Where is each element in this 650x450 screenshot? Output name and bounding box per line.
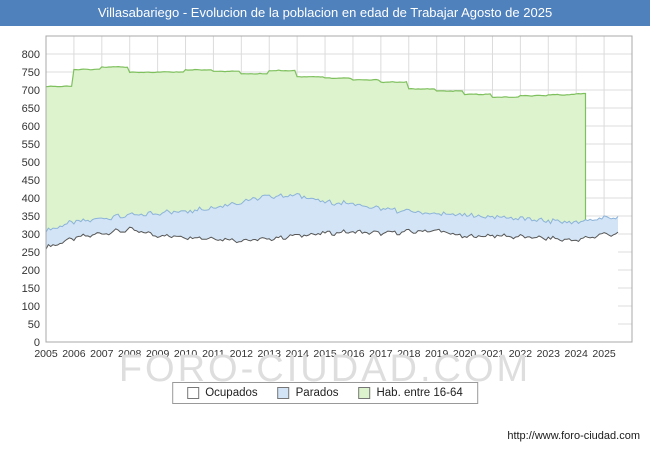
legend-item-ocupados: Ocupados: [187, 387, 258, 399]
svg-text:2010: 2010: [174, 348, 198, 360]
svg-text:750: 750: [22, 67, 40, 79]
svg-text:2015: 2015: [313, 348, 337, 360]
svg-text:550: 550: [22, 139, 40, 151]
svg-text:2007: 2007: [90, 348, 114, 360]
legend-item-hab-16-64: Hab. entre 16-64: [358, 387, 463, 399]
svg-text:600: 600: [22, 121, 40, 133]
svg-text:300: 300: [22, 229, 40, 241]
svg-text:700: 700: [22, 85, 40, 97]
chart-title: Villasabariego - Evolucion de la poblaci…: [0, 0, 650, 26]
svg-text:2025: 2025: [592, 348, 616, 360]
svg-text:2014: 2014: [285, 348, 309, 360]
svg-text:2017: 2017: [369, 348, 393, 360]
legend: Ocupados Parados Hab. entre 16-64: [172, 382, 478, 404]
svg-text:2024: 2024: [565, 348, 589, 360]
legend-label-hab-16-64: Hab. entre 16-64: [376, 387, 463, 399]
svg-text:2023: 2023: [537, 348, 561, 360]
legend-swatch-hab-16-64: [358, 387, 371, 399]
svg-text:100: 100: [22, 301, 40, 313]
svg-text:2013: 2013: [258, 348, 282, 360]
svg-text:2018: 2018: [397, 348, 421, 360]
svg-text:2008: 2008: [118, 348, 142, 360]
svg-text:150: 150: [22, 283, 40, 295]
legend-item-parados: Parados: [277, 387, 339, 399]
svg-text:2011: 2011: [202, 348, 225, 360]
svg-text:2012: 2012: [230, 348, 254, 360]
legend-label-parados: Parados: [295, 387, 339, 399]
legend-swatch-ocupados: [187, 387, 200, 399]
legend-label-ocupados: Ocupados: [205, 387, 258, 399]
svg-text:400: 400: [22, 193, 40, 205]
svg-text:50: 50: [28, 319, 40, 331]
svg-text:2021: 2021: [481, 348, 505, 360]
svg-text:350: 350: [22, 211, 40, 223]
legend-swatch-parados: [277, 387, 290, 399]
footer-url: http://www.foro-ciudad.com: [507, 430, 640, 442]
svg-text:650: 650: [22, 103, 40, 115]
svg-text:2006: 2006: [62, 348, 86, 360]
svg-text:0: 0: [34, 337, 40, 349]
svg-text:2022: 2022: [509, 348, 533, 360]
svg-text:450: 450: [22, 175, 40, 187]
svg-text:2016: 2016: [341, 348, 365, 360]
svg-text:2009: 2009: [146, 348, 170, 360]
svg-text:2005: 2005: [34, 348, 58, 360]
population-area-chart: 0 50 100 150 200 250 300 350 400 450 500 550 600 650 7…: [22, 35, 633, 360]
svg-text:200: 200: [22, 265, 40, 277]
svg-text:250: 250: [22, 247, 40, 259]
svg-text:500: 500: [22, 157, 40, 169]
svg-text:800: 800: [22, 49, 40, 61]
svg-text:2019: 2019: [425, 348, 449, 360]
svg-text:2020: 2020: [453, 348, 477, 360]
